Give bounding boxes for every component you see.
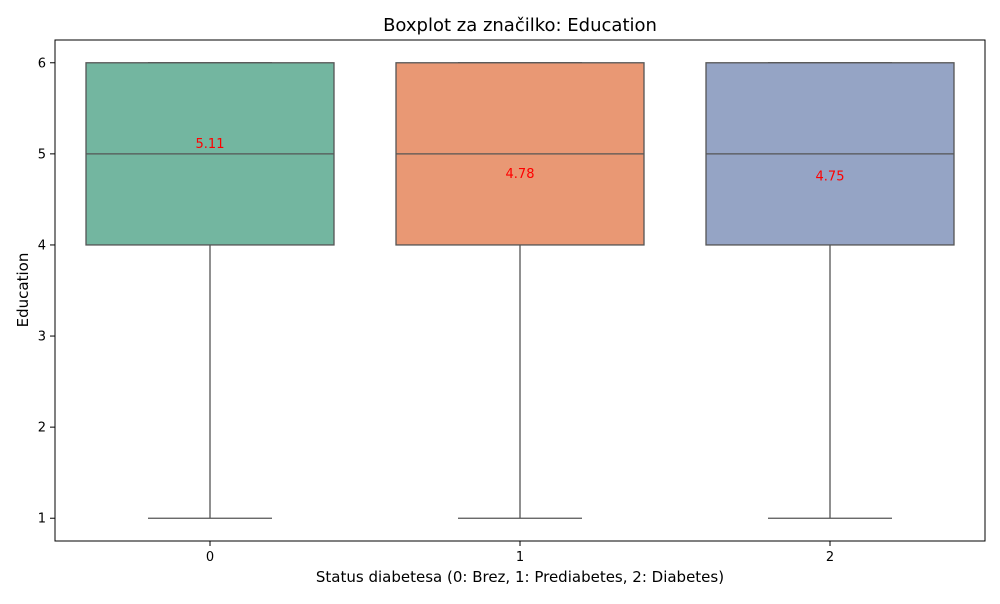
- y-tick-label: 2: [38, 421, 46, 436]
- y-tick-label: 3: [38, 330, 46, 345]
- chart-title: Boxplot za značilko: Education: [383, 15, 657, 36]
- box-group-1: 4.78: [395, 62, 645, 519]
- y-axis-label: Education: [14, 253, 32, 328]
- y-tick-label: 5: [38, 147, 46, 162]
- mean-label: 5.11: [196, 137, 225, 152]
- mean-label: 4.75: [816, 170, 845, 185]
- y-tick-label: 1: [38, 512, 46, 527]
- x-axis-label: Status diabetesa (0: Brez, 1: Prediabete…: [316, 568, 724, 586]
- x-tick-label: 1: [516, 550, 524, 565]
- axes: 1 2 3 4 5 6 0 1 2: [38, 39, 986, 565]
- y-tick-label: 6: [38, 56, 46, 71]
- y-tick-label: 4: [38, 238, 46, 253]
- x-tick-label: 2: [826, 550, 834, 565]
- box-group-0: 5.11: [85, 62, 335, 519]
- x-tick-label: 0: [206, 550, 214, 565]
- mean-label: 4.78: [506, 167, 535, 182]
- plot-area: 5.11 4.78 4.75: [85, 62, 955, 519]
- box-group-2: 4.75: [705, 62, 955, 519]
